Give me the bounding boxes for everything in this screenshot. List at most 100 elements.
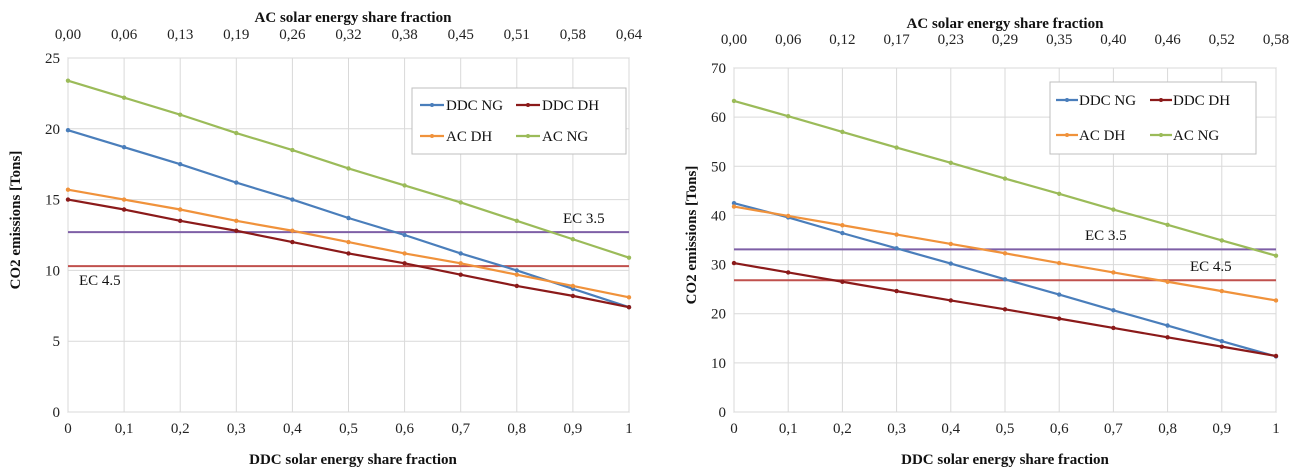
chart-left-series-ddc-dh-point-9 <box>570 293 576 299</box>
chart-right-legend-label-ac-ng: AC NG <box>1173 128 1219 144</box>
chart-right-series-ac-ng-point-3 <box>894 145 899 150</box>
chart-left-legend-label-ddc-ng: DDC NG <box>446 98 503 114</box>
chart-right-x2-tick-9: 0,52 <box>1209 32 1235 48</box>
chart-left-legend: DDC NG DDC DH AC DH AC NG <box>411 87 627 155</box>
chart-right-series-ac-dh-point-7 <box>1111 270 1116 275</box>
chart-left-x-tick-4: 0,4 <box>283 421 302 437</box>
chart-right-annotations: EC 3.5 EC 4.5 <box>1085 228 1232 275</box>
chart-left-legend-item-ac-ng: AC NG <box>516 129 588 145</box>
chart-right-x-tick-5: 0,5 <box>996 421 1015 437</box>
chart-left-x2-tick-1: 0,06 <box>111 27 138 43</box>
chart-left-bottom-axis-title: DDC solar energy share fraction <box>249 452 457 468</box>
chart-left-x-tick-10: 1 <box>625 421 633 437</box>
chart-right-x-tick-3: 0,3 <box>887 421 906 437</box>
chart-left-x-tick-3: 0,3 <box>227 421 246 437</box>
chart-left-x-tick-1: 0,1 <box>115 421 134 437</box>
chart-left-series-ac-dh-point-0 <box>65 187 71 192</box>
chart-left-y-axis-title: CO2 emissions [Tons] <box>8 151 24 290</box>
chart-right-series-ac-ng-point-1 <box>786 113 791 119</box>
chart-right-x2-tick-8: 0,46 <box>1154 32 1181 48</box>
chart-right-legend-label-ac-dh: AC DH <box>1079 128 1125 144</box>
chart-right-x2-tick-5: 0,29 <box>992 32 1018 48</box>
chart-right-y-tick-0: 0 <box>719 405 727 421</box>
chart-right-series-ddc-ng-point-3 <box>894 246 899 251</box>
chart-left-y-tick-0: 0 <box>53 405 61 421</box>
chart-left-series-ac-dh-point-1 <box>121 197 127 202</box>
chart-left-x-tick-7: 0,7 <box>451 421 470 437</box>
chart-left: 0 0,00 0,1 0,06 0,2 0,13 0,3 0,19 0,4 0,26 0,5 0,32… <box>8 10 643 468</box>
chart-right-series-ac-dh-point-8 <box>1165 279 1170 284</box>
chart-left-annotations: EC 3.5 EC 4.5 <box>79 211 605 289</box>
chart-left-series-ddc-ng-point-2 <box>178 162 183 167</box>
chart-left-series-ddc-dh-point-8 <box>514 283 519 289</box>
chart-right-legend-label-ddc-dh: DDC DH <box>1173 93 1230 109</box>
chart-left-series-ddc-dh-point-7 <box>458 272 463 277</box>
chart-left-series-ddc-ng-point-3 <box>234 180 239 185</box>
chart-left-y-tick-1: 5 <box>53 334 61 350</box>
chart-left-y-tick-3: 15 <box>45 193 60 209</box>
chart-right-y-tick-5: 50 <box>711 159 726 175</box>
chart-right-x2-tick-1: 0,06 <box>775 32 802 48</box>
chart-right-x-tick-9: 0,9 <box>1212 421 1231 437</box>
chart-left-series-ddc-dh-point-1 <box>121 207 127 212</box>
chart-right-series-ddc-dh-point-5 <box>1002 307 1008 312</box>
chart-right-y-axis-title: CO2 emissions [Tons] <box>684 166 700 305</box>
chart-left-series-ac-ng-point-5 <box>346 166 351 171</box>
chart-left-legend-label-ac-ng: AC NG <box>542 129 588 145</box>
chart-left-series-ddc-dh-point-5 <box>346 251 351 256</box>
chart-right-series-ac-dh-point-0 <box>731 204 737 209</box>
chart-left-x2-tick-9: 0,58 <box>560 27 586 43</box>
chart-left-legend-item-ddc-dh: DDC DH <box>516 98 599 114</box>
chart-left-x-tick-6: 0,6 <box>395 421 414 437</box>
chart-right-series-ac-ng-point-7 <box>1111 207 1116 212</box>
chart-left-series-ac-dh-point-3 <box>234 218 239 224</box>
chart-right-x-tick-10: 1 <box>1272 421 1280 437</box>
chart-right-legend-item-ddc-ng: DDC NG <box>1056 93 1136 109</box>
chart-right-series-ac-dh-point-9 <box>1219 288 1225 294</box>
chart-left-legend-label-ddc-dh: DDC DH <box>542 98 599 114</box>
chart-right-y-tick-1: 10 <box>711 356 726 372</box>
chart-left-legend-box <box>411 87 627 155</box>
chart-left-series-ddc-dh-point-3 <box>234 228 239 233</box>
chart-left-series-ddc-dh-point-10 <box>626 305 632 310</box>
chart-right-series-ac-ng-point-9 <box>1219 238 1225 243</box>
chart-left-series-ac-dh-point-6 <box>402 251 407 256</box>
chart-left-series-ac-ng-point-9 <box>570 237 576 242</box>
chart-left-y-tick-5: 25 <box>45 51 60 67</box>
chart-right-series-ddc-dh-point-4 <box>948 298 953 303</box>
chart-right-y-tick-7: 70 <box>711 61 726 77</box>
chart-right-legend-item-ac-dh: AC DH <box>1056 128 1125 144</box>
chart-right-series-ddc-dh-point-9 <box>1219 344 1225 349</box>
chart-left-series-ac-ng-point-10 <box>626 255 632 260</box>
chart-right-series-ddc-dh-point-6 <box>1057 316 1062 321</box>
chart-left-x2-tick-3: 0,19 <box>223 27 249 43</box>
chart-right-series-ac-dh-point-5 <box>1002 251 1008 256</box>
chart-right-series-ddc-dh-point-1 <box>786 270 791 275</box>
chart-left-series-ddc-ng-point-5 <box>346 215 351 221</box>
chart-left-x2-tick-6: 0,38 <box>391 27 417 43</box>
chart-right-x2-tick-4: 0,23 <box>938 32 964 48</box>
chart-left-series-ac-ng-point-7 <box>458 200 463 205</box>
chart-right-series-ac-dh-point-4 <box>948 241 953 247</box>
chart-right-x-tick-7: 0,7 <box>1104 421 1123 437</box>
chart-right-series-ddc-ng-point-4 <box>948 261 953 266</box>
chart-right-x2-tick-7: 0,40 <box>1100 32 1126 48</box>
chart-left-series-ddc-ng-point-0 <box>65 128 71 133</box>
chart-right-x-tick-0: 0 <box>730 421 738 437</box>
chart-right-y-tick-2: 20 <box>711 307 726 323</box>
chart-left-series-ddc-dh-point-4 <box>290 239 295 245</box>
chart-right-plot-area: 0 0,00 0,1 0,06 0,2 0,12 0,3 0,17 0,4 0,23 0,5 0,29… <box>711 32 1289 437</box>
chart-left-x2-tick-0: 0,00 <box>55 27 81 43</box>
chart-right-series-ac-ng-point-0 <box>731 98 737 104</box>
chart-left-series-ac-ng-point-3 <box>234 130 239 136</box>
chart-right-series-ddc-dh-point-10 <box>1273 353 1279 359</box>
chart-right-series-ddc-ng-point-0 <box>731 200 737 206</box>
chart-left-x2-tick-10: 0,64 <box>616 27 643 43</box>
chart-right-x2-tick-2: 0,12 <box>829 32 855 48</box>
chart-right-series-ac-ng-point-8 <box>1165 222 1170 227</box>
chart-left-series-ddc-dh-point-0 <box>65 197 71 202</box>
chart-right-series-ac-dh-point-2 <box>840 223 845 228</box>
chart-left-series-ac-dh-point-8 <box>514 272 519 277</box>
chart-left-series-ddc-dh-point-2 <box>178 218 183 224</box>
